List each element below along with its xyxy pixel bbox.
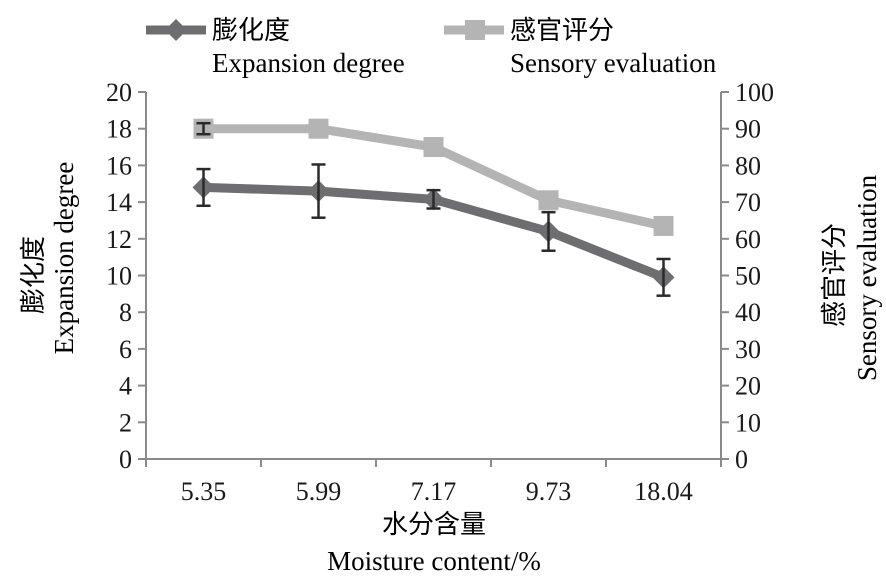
right-axis-title-cn: 感官评分 [820,223,850,327]
right-tick-label: 80 [735,151,761,180]
x-tick-label: 5.99 [296,477,342,506]
legend-label-expansion-en: Expansion degree [212,48,405,78]
right-tick-label: 0 [735,445,748,474]
legend-marker-sensory [465,20,485,40]
left-axis-ticks: 0 2 4 6 8 10 12 14 16 18 20 [106,78,146,474]
error-bar [426,188,441,210]
left-tick-label: 16 [106,151,132,180]
x-tick-label: 5.35 [181,477,227,506]
right-tick-label: 40 [735,298,761,327]
left-tick-label: 20 [106,78,132,107]
data-point [653,215,674,236]
right-tick-label: 20 [735,372,761,401]
error-bar [196,167,211,208]
x-tick-label: 7.17 [411,477,457,506]
error-bar [196,121,211,136]
x-tick-label: 18.04 [634,477,693,506]
right-tick-label: 60 [735,225,761,254]
left-tick-label: 8 [119,298,132,327]
error-bar [541,210,556,252]
data-point [538,190,559,211]
right-tick-label: 50 [735,262,761,291]
legend: 膨化度 Expansion degree 感官评分 Sensory evalua… [146,16,717,78]
left-axis-title-cn: 膨化度 [19,236,49,314]
series-expansion [192,163,675,297]
left-tick-label: 10 [106,262,132,291]
left-tick-label: 14 [106,188,132,217]
data-point [423,137,444,158]
right-tick-label: 30 [735,335,761,364]
x-tick-label: 9.73 [526,477,572,506]
series-layer [192,118,675,297]
error-bar [311,163,326,219]
left-axis-title-en: Expansion degree [49,162,79,355]
x-axis-title-en: Moisture content/% [327,546,541,576]
x-axis-ticks: 5.35 5.99 7.17 9.73 18.04 [145,459,722,506]
right-tick-label: 100 [735,78,774,107]
right-tick-label: 10 [735,408,761,437]
legend-label-sensory-en: Sensory evaluation [510,48,717,78]
right-axis-title-en: Sensory evaluation [852,174,882,381]
right-tick-label: 90 [735,115,761,144]
left-tick-label: 12 [106,225,132,254]
right-tick-label: 70 [735,188,761,217]
legend-marker-expansion [165,19,187,41]
x-axis-title-cn: 水分含量 [382,510,486,540]
left-tick-label: 18 [106,115,132,144]
legend-label-expansion-cn: 膨化度 [212,16,290,46]
left-tick-label: 6 [119,335,132,364]
left-tick-label: 0 [119,445,132,474]
right-axis-ticks: 0 10 20 30 40 50 60 70 80 90 100 [721,78,774,474]
left-tick-label: 4 [119,372,132,401]
data-point [308,118,329,139]
series-sensory [193,118,674,236]
left-tick-label: 2 [119,408,132,437]
legend-label-sensory-cn: 感官评分 [510,16,614,46]
error-bar [656,257,671,297]
